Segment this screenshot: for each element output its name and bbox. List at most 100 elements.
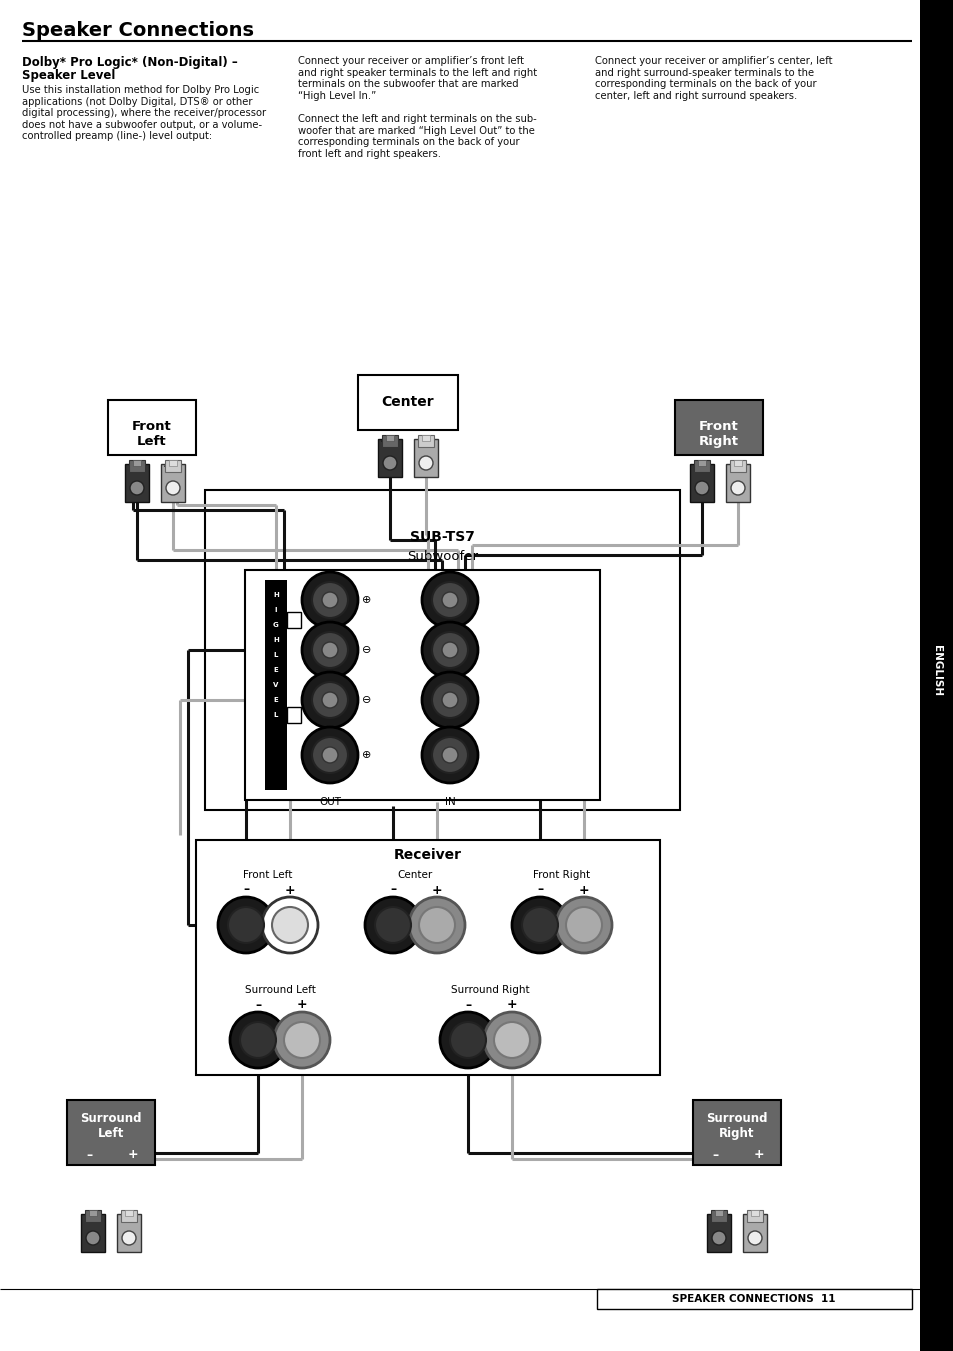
Circle shape [730,481,744,494]
Text: Dolby* Pro Logic* (Non-Digital) –: Dolby* Pro Logic* (Non-Digital) – [22,55,237,69]
Bar [125,1210,132,1216]
Circle shape [302,727,357,784]
Text: E: E [274,667,278,673]
Circle shape [556,897,612,952]
Bar [386,435,394,440]
Circle shape [218,897,274,952]
Text: –: – [86,1148,92,1162]
Bar [205,490,679,811]
Circle shape [432,682,468,717]
Circle shape [439,1012,496,1069]
Bar [675,400,762,455]
Text: ENGLISH: ENGLISH [931,646,941,697]
Bar [67,1100,154,1165]
Text: Connect your receiver or amplifier’s center, left
and right surround-speaker ter: Connect your receiver or amplifier’s cen… [595,55,832,101]
Bar [689,463,713,503]
Bar [729,459,745,471]
Text: SUB-TS7: SUB-TS7 [410,530,475,544]
Circle shape [441,692,457,708]
Circle shape [494,1021,530,1058]
Bar [597,1289,911,1309]
Bar [165,459,181,471]
Bar [161,463,185,503]
Circle shape [432,738,468,773]
Text: L: L [274,712,278,717]
Circle shape [512,897,567,952]
Bar [125,463,149,503]
Bar [693,459,709,471]
Circle shape [130,481,144,494]
Circle shape [432,582,468,617]
Circle shape [418,907,455,943]
Text: –: – [379,435,386,449]
Bar [85,1210,101,1223]
Text: –: – [243,884,249,897]
Text: Surround Right: Surround Right [450,985,529,994]
Text: Surround Left: Surround Left [244,985,315,994]
Circle shape [240,1021,275,1058]
Text: +: + [296,998,307,1012]
Text: Speaker Level: Speaker Level [22,69,115,82]
Bar [245,570,599,800]
Text: –: – [129,459,135,473]
Bar [287,612,301,628]
Bar [129,459,145,471]
Text: OUT: OUT [318,797,340,807]
Bar [287,707,301,723]
Circle shape [166,481,180,494]
Circle shape [483,1012,539,1069]
Circle shape [322,692,337,708]
Bar [714,1210,722,1216]
Circle shape [421,671,477,728]
Text: ⊕: ⊕ [361,750,371,761]
Circle shape [230,1012,286,1069]
Bar [357,376,457,430]
Text: +: + [128,1148,138,1162]
Circle shape [272,907,308,943]
Bar [89,1210,97,1216]
Circle shape [274,1012,330,1069]
Text: Front Left: Front Left [243,870,293,880]
Circle shape [441,747,457,763]
Circle shape [418,457,433,470]
Text: Front Right: Front Right [533,870,590,880]
Circle shape [421,571,477,628]
Text: +: + [424,435,435,449]
Bar [710,1210,726,1223]
Text: ⊖: ⊖ [361,694,371,705]
Text: –: – [464,998,471,1012]
Bar [692,1100,781,1165]
Circle shape [262,897,317,952]
Bar [725,463,749,503]
Text: ⊖: ⊖ [361,644,371,655]
Text: E: E [274,697,278,703]
Circle shape [441,642,457,658]
Text: +: + [753,1148,763,1162]
Circle shape [441,592,457,608]
Text: –: – [694,459,700,473]
Circle shape [312,682,348,717]
Text: Front
Left: Front Left [132,420,172,449]
Bar [381,435,397,447]
Bar [377,439,401,477]
Circle shape [450,1021,485,1058]
Text: Use this installation method for Dolby Pro Logic
applications (not Dolby Digital: Use this installation method for Dolby P… [22,85,266,142]
Circle shape [312,632,348,667]
Circle shape [284,1021,319,1058]
Bar [121,1210,137,1223]
Circle shape [521,907,558,943]
Text: Speaker Connections: Speaker Connections [22,22,253,41]
Text: –: – [254,998,261,1012]
Circle shape [322,592,337,608]
Bar [706,1215,730,1252]
Bar [132,459,141,466]
Circle shape [375,907,411,943]
Circle shape [382,457,396,470]
Circle shape [695,481,708,494]
Text: Center: Center [397,870,432,880]
Circle shape [312,738,348,773]
Circle shape [565,907,601,943]
Circle shape [312,582,348,617]
Bar [265,580,287,790]
Circle shape [302,671,357,728]
